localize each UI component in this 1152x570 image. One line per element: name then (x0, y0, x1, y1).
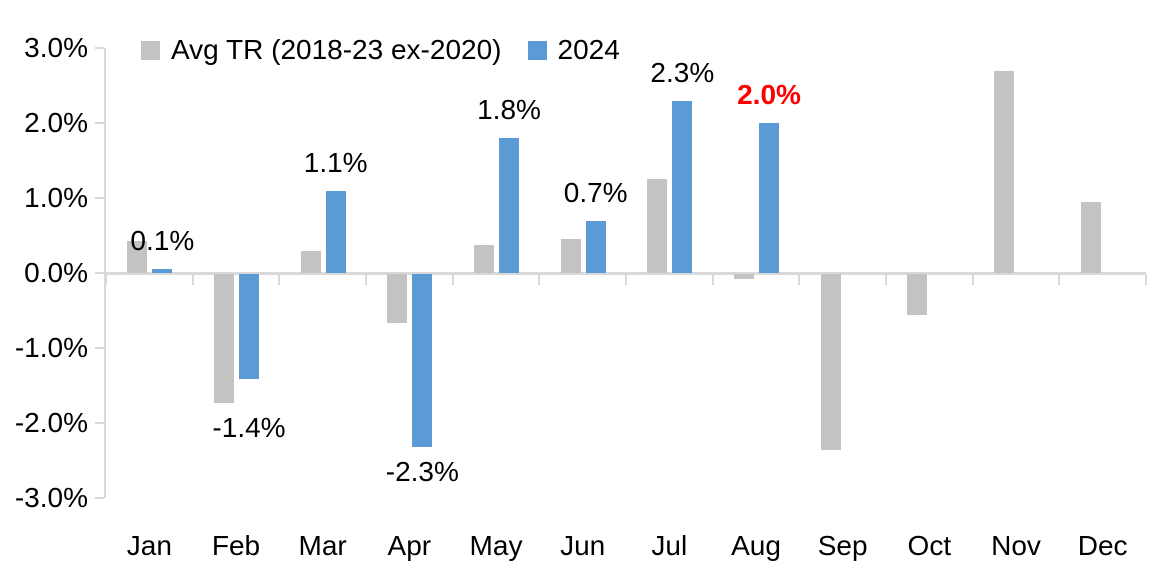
x-tick-mark (1058, 275, 1061, 285)
bar-avg-jul (647, 179, 668, 273)
bar-avg-apr (387, 274, 408, 323)
bar-2024-feb (239, 274, 259, 379)
x-axis-label-oct: Oct (907, 530, 952, 561)
x-axis-label-jan: Jan (126, 530, 172, 561)
x-axis-label-feb: Feb (211, 530, 261, 561)
legend-item-2024: 2024 (527, 34, 620, 66)
y-tick-mark (95, 197, 104, 199)
y-axis-tick-label: 2.0% (24, 107, 88, 138)
y-tick-mark (95, 347, 104, 349)
legend-swatch-avg-tr-icon (141, 40, 160, 60)
x-tick-mark (971, 275, 974, 285)
y-tick-mark (95, 47, 104, 49)
bar-avg-may (474, 244, 494, 273)
x-tick-mark (798, 275, 801, 285)
y-tick-mark (95, 122, 104, 124)
y-tick-mark (95, 497, 104, 499)
legend-label-2024: 2024 (557, 34, 620, 65)
y-axis-tick-label: 0.0% (24, 257, 88, 288)
y-axis-tick-label: -2.0% (14, 407, 88, 438)
legend-swatch-2024-icon (527, 40, 547, 60)
y-axis-tick-label: -3.0% (14, 482, 88, 513)
bar-avg-oct (907, 274, 928, 316)
legend-label-avg-tr: Avg TR (2018-23 ex-2020) (171, 34, 502, 65)
data-label-jun: 0.7% (563, 176, 628, 208)
x-tick-mark (278, 275, 281, 285)
x-axis-label-nov: Nov (991, 530, 1041, 561)
x-tick-mark (1145, 275, 1147, 285)
x-tick-mark (885, 275, 887, 285)
y-tick-mark (95, 272, 104, 274)
data-label-jul: 2.3% (650, 56, 715, 88)
bar-2024-apr (412, 274, 433, 447)
x-tick-mark (365, 275, 367, 285)
bar-avg-jun (560, 239, 581, 273)
x-tick-mark (191, 275, 194, 285)
bar-2024-jun (585, 220, 606, 273)
x-axis-label-dec: Dec (1077, 530, 1128, 561)
bar-avg-dec (1080, 201, 1101, 273)
x-axis-label-sep: Sep (817, 530, 868, 561)
bar-avg-mar (300, 250, 321, 273)
data-label-mar: 1.1% (303, 146, 368, 178)
x-axis-label-jul: Jul (651, 530, 688, 561)
data-label-jan: 0.1% (130, 225, 195, 257)
x-tick-mark (711, 275, 714, 285)
bar-avg-aug (734, 274, 754, 280)
chart-legend: Avg TR (2018-23 ex-2020) 2024 (141, 34, 620, 66)
bar-avg-sep (820, 274, 841, 451)
y-axis-tick-label: 3.0% (24, 32, 88, 63)
y-tick-mark (95, 422, 104, 424)
x-axis-label-jun: Jun (560, 530, 606, 561)
x-tick-mark (451, 275, 454, 285)
bar-2024-may (499, 138, 519, 273)
x-tick-mark (538, 275, 541, 285)
x-axis-label-apr: Apr (387, 530, 432, 561)
data-label-aug: 2.0% (737, 79, 801, 110)
x-tick-mark (105, 275, 107, 285)
bar-avg-feb (214, 274, 234, 403)
y-axis-tick-label: 1.0% (24, 182, 88, 213)
x-axis-label-aug: Aug (731, 530, 781, 561)
x-tick-mark (625, 275, 627, 285)
x-axis-label-mar: Mar (298, 530, 347, 561)
y-axis-tick-label: -1.0% (14, 332, 88, 363)
data-label-apr: -2.3% (385, 455, 459, 487)
legend-item-avg-tr: Avg TR (2018-23 ex-2020) (141, 34, 502, 66)
bar-avg-nov (994, 70, 1014, 273)
data-label-feb: -1.4% (212, 412, 286, 443)
bar-2024-jan (152, 269, 173, 273)
bar-2024-aug (759, 123, 779, 273)
x-axis-label-may: May (469, 530, 523, 561)
bar-2024-jul (672, 100, 693, 273)
data-label-may: 1.8% (477, 94, 541, 125)
bar-2024-mar (325, 190, 346, 273)
bar-avg-jan (127, 240, 148, 273)
x-axis-line (104, 272, 1146, 275)
